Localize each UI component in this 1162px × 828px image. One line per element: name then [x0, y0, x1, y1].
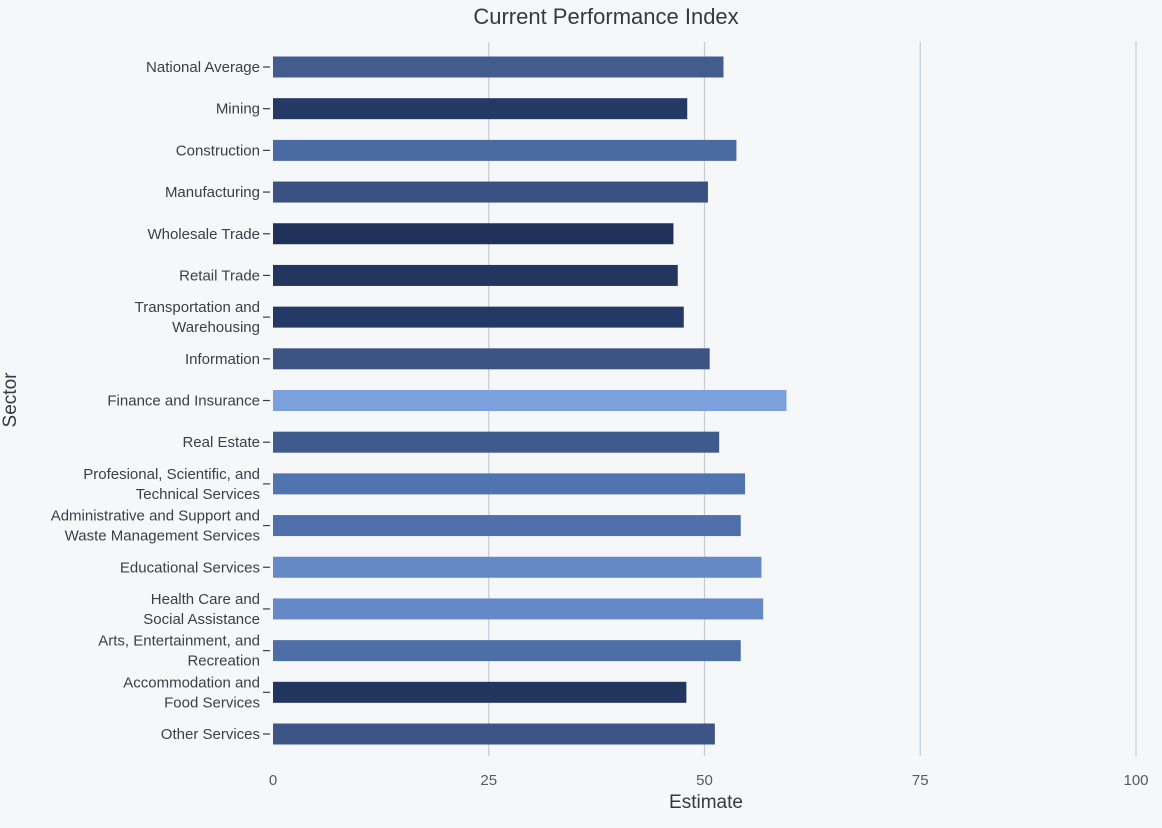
- category-label-line: Recreation: [187, 653, 260, 670]
- bar-educational-services[interactable]: [273, 556, 762, 578]
- category-label: Arts, Entertainment, and Recreation: [98, 633, 260, 670]
- chart-title: Current Performance Index: [473, 4, 738, 29]
- category-label: Health Care and Social Assistance: [143, 591, 260, 628]
- bar-accommodation-and-food-services[interactable]: [273, 681, 687, 703]
- category-label: National Average: [146, 59, 260, 76]
- category-label-line: Accommodation and: [123, 674, 260, 691]
- category-label-line: Technical Services: [136, 486, 260, 503]
- category-label: Transportation and Warehousing: [135, 299, 260, 336]
- bar-real-estate[interactable]: [273, 431, 720, 453]
- category-label: Educational Services: [120, 559, 260, 576]
- category-label-line: Administrative and Support and: [51, 508, 260, 525]
- bar-health-care-and-social-assistance[interactable]: [273, 598, 764, 620]
- category-label-line: Warehousing: [172, 319, 260, 336]
- category-label-line: Food Services: [164, 694, 260, 711]
- x-tick-label: 50: [696, 772, 713, 789]
- y-axis-labels: National Average Mining Construction Manufa…: [51, 59, 270, 743]
- x-axis-ticks: 0 25 50 75 100: [269, 772, 1149, 789]
- category-label: Accommodation and Food Services: [123, 674, 260, 711]
- y-axis-title: Sector: [0, 372, 21, 428]
- x-axis-title: Estimate: [669, 792, 743, 813]
- bar-retail-trade[interactable]: [273, 264, 678, 286]
- bar-profesional-scientific-and-technical-services[interactable]: [273, 473, 746, 495]
- category-label: Construction: [176, 142, 260, 159]
- x-tick-label: 0: [269, 772, 277, 789]
- category-label: Real Estate: [182, 434, 260, 451]
- bar-mining[interactable]: [273, 98, 688, 120]
- x-tick-label: 100: [1123, 772, 1148, 789]
- category-label-line: Social Assistance: [143, 611, 260, 628]
- category-label: Manufacturing: [165, 184, 260, 201]
- category-label-line: Waste Management Services: [65, 528, 260, 545]
- category-label: Other Services: [161, 726, 260, 743]
- category-label: Finance and Insurance: [107, 393, 260, 410]
- category-label-line: Health Care and: [151, 591, 260, 608]
- bar-construction[interactable]: [273, 139, 737, 161]
- x-tick-label: 75: [912, 772, 929, 789]
- bar-wholesale-trade[interactable]: [273, 223, 674, 245]
- bar-transportation-and-warehousing[interactable]: [273, 306, 684, 328]
- bar-information[interactable]: [273, 348, 710, 370]
- category-label: Wholesale Trade: [147, 226, 260, 243]
- category-label: Administrative and Support and Waste Mana…: [51, 508, 260, 545]
- bars: [273, 56, 787, 745]
- bar-manufacturing[interactable]: [273, 181, 708, 203]
- category-label-line: Transportation and: [135, 299, 260, 316]
- category-label: Mining: [216, 101, 260, 118]
- bar-administrative-and-support-and-waste-management-services[interactable]: [273, 515, 741, 537]
- category-label: Information: [185, 351, 260, 368]
- bar-arts-entertainment-and-recreation[interactable]: [273, 640, 741, 662]
- bar-national-average[interactable]: [273, 56, 724, 78]
- category-label: Profesional, Scientific, and Technical Se…: [83, 466, 260, 503]
- x-tick-label: 25: [480, 772, 497, 789]
- category-label-line: Profesional, Scientific, and: [83, 466, 260, 483]
- bar-finance-and-insurance[interactable]: [273, 390, 787, 411]
- category-label-line: Arts, Entertainment, and: [98, 633, 260, 650]
- category-label: Retail Trade: [179, 267, 260, 284]
- bar-other-services[interactable]: [273, 723, 715, 745]
